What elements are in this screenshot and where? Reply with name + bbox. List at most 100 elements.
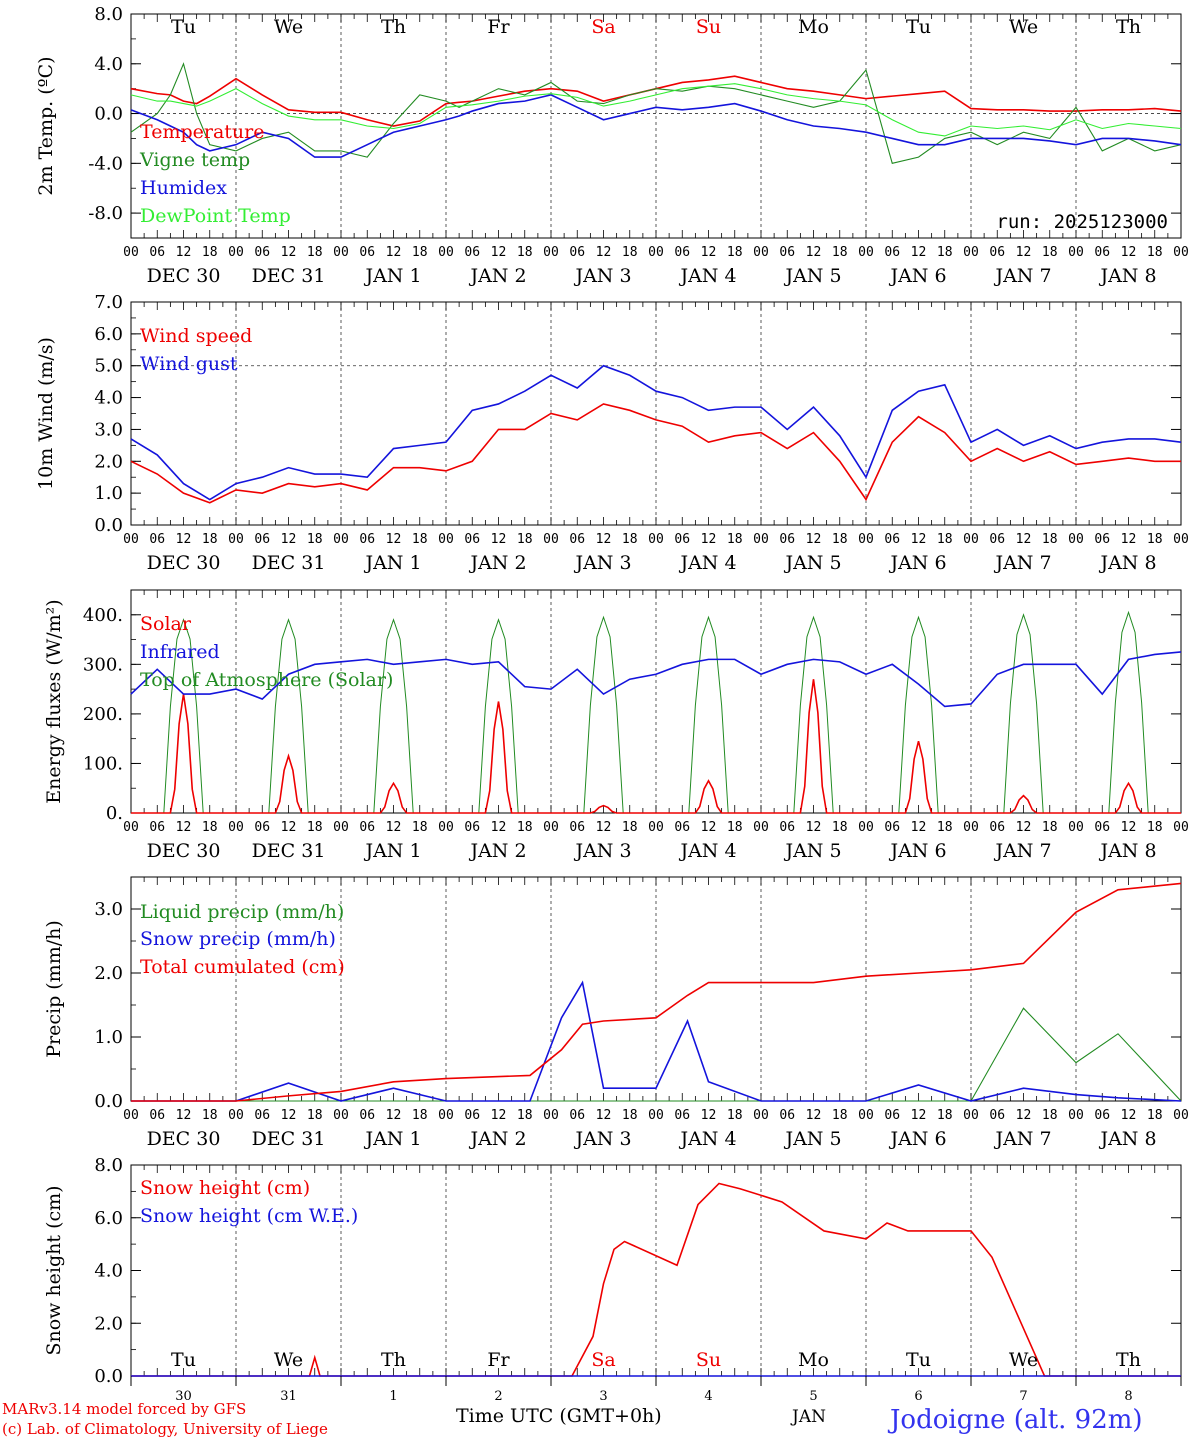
solar-day bbox=[446, 701, 551, 814]
y-tick-label: 0.0 bbox=[94, 1091, 123, 1112]
hour-label: 18 bbox=[202, 1108, 218, 1123]
y-tick-label: 6.0 bbox=[94, 324, 123, 345]
hour-label: 00 bbox=[123, 820, 139, 835]
hour-label: 12 bbox=[596, 245, 612, 260]
hour-label: 18 bbox=[727, 532, 743, 547]
hour-label: 12 bbox=[596, 532, 612, 547]
hour-label: 12 bbox=[176, 820, 192, 835]
panel-precip: 3.0 2.0 1.0 0.0 Precip (mm/h) 00 06 12 18 00 06 12 1… bbox=[43, 876, 1189, 1150]
hour-label: 12 bbox=[1016, 1108, 1032, 1123]
toa-solar-day bbox=[971, 613, 1076, 814]
station-name: Jodoigne (alt. 92m) bbox=[887, 1405, 1143, 1435]
hour-label: 06 bbox=[464, 245, 480, 260]
hour-label: 12 bbox=[806, 1108, 822, 1123]
y-tick-label: 0. bbox=[106, 803, 123, 824]
toa-solar-day bbox=[866, 615, 971, 814]
hour-label: 18 bbox=[1042, 532, 1058, 547]
y-axis-label: 10m Wind (m/s) bbox=[35, 337, 57, 490]
weekday-label: Mo bbox=[798, 1349, 829, 1371]
hour-label: 06 bbox=[989, 820, 1005, 835]
hour-label: 06 bbox=[569, 245, 585, 260]
date-label: DEC 31 bbox=[252, 265, 326, 287]
hour-label: 06 bbox=[359, 820, 375, 835]
y-tick-label: 300. bbox=[83, 654, 123, 675]
hour-label: 06 bbox=[254, 820, 270, 835]
bottom-day-number: 6 bbox=[914, 1389, 922, 1404]
hour-label: 00 bbox=[1068, 820, 1084, 835]
hour-label: 18 bbox=[517, 245, 533, 260]
hour-label: 18 bbox=[937, 245, 953, 260]
hour-label: 00 bbox=[858, 1108, 874, 1123]
series-total-cumulated-cm- bbox=[131, 882, 1182, 1102]
y-tick-label: 6.0 bbox=[94, 1208, 123, 1229]
hour-label: 18 bbox=[727, 1108, 743, 1123]
hour-label: 12 bbox=[1121, 1108, 1137, 1123]
hour-label: 06 bbox=[884, 820, 900, 835]
hour-label: 06 bbox=[779, 820, 795, 835]
series-snow-precip-mm-h- bbox=[131, 980, 1182, 1102]
hour-label: 18 bbox=[307, 532, 323, 547]
hour-label: 18 bbox=[832, 532, 848, 547]
weekday-label: Tu bbox=[171, 1349, 196, 1371]
solar-day bbox=[866, 740, 971, 814]
hour-label: 00 bbox=[963, 1108, 979, 1123]
y-axis-label: Energy fluxes (W/m²) bbox=[43, 599, 65, 803]
hour-label: 06 bbox=[464, 532, 480, 547]
hour-label: 18 bbox=[412, 820, 428, 835]
hour-label: 18 bbox=[832, 820, 848, 835]
hour-label: 00 bbox=[1173, 245, 1189, 260]
hour-label: 18 bbox=[202, 532, 218, 547]
y-tick-label: 400. bbox=[83, 605, 123, 626]
hour-label: 18 bbox=[622, 245, 638, 260]
hour-label: 06 bbox=[464, 1108, 480, 1123]
series-wind-speed bbox=[130, 403, 1181, 504]
hour-label: 12 bbox=[911, 1108, 927, 1123]
y-axis-label: Precip (mm/h) bbox=[43, 920, 65, 1058]
hour-label: 00 bbox=[753, 245, 769, 260]
solar-day bbox=[656, 779, 761, 814]
hour-label: 06 bbox=[674, 245, 690, 260]
hour-label: 00 bbox=[228, 820, 244, 835]
panel-wind: 7.0 6.0 5.0 4.0 3.0 2.0 1.0 0.0 10m Wind (m/s) 00… bbox=[35, 292, 1189, 574]
toa-solar-day bbox=[656, 615, 761, 814]
hour-label: 12 bbox=[1016, 532, 1032, 547]
hour-label: 18 bbox=[1042, 245, 1058, 260]
panel-temp: 8.0 4.0 0.0 -4.0 -8.0 2m Temp. (ºC) 00 06 12 18 00… bbox=[35, 4, 1189, 287]
hour-label: 12 bbox=[1121, 245, 1137, 260]
date-label: JAN 8 bbox=[1098, 1128, 1156, 1150]
date-label: JAN 2 bbox=[468, 552, 526, 574]
bottom-day-number: 5 bbox=[809, 1389, 817, 1404]
y-tick-label: 8.0 bbox=[94, 1155, 123, 1176]
date-label: JAN 6 bbox=[888, 840, 946, 862]
weekday-label: Su bbox=[696, 1349, 721, 1371]
solar-day bbox=[236, 753, 341, 814]
date-label: JAN 4 bbox=[678, 265, 736, 287]
hour-label: 12 bbox=[911, 245, 927, 260]
hour-label: 18 bbox=[937, 1108, 953, 1123]
solar-day bbox=[1076, 781, 1181, 814]
hour-label: 18 bbox=[1147, 245, 1163, 260]
hour-label: 12 bbox=[701, 1108, 717, 1123]
legend-infrared: Infrared bbox=[140, 641, 220, 663]
y-tick-label: 5.0 bbox=[94, 356, 123, 377]
hour-label: 12 bbox=[806, 532, 822, 547]
weekday-label: We bbox=[274, 16, 303, 38]
hour-label: 18 bbox=[727, 245, 743, 260]
date-label: JAN 7 bbox=[993, 265, 1051, 287]
hour-label: 06 bbox=[149, 1108, 165, 1123]
hour-label: 12 bbox=[176, 1108, 192, 1123]
hour-label: 12 bbox=[386, 1108, 402, 1123]
weekday-label: Th bbox=[1116, 1349, 1141, 1371]
hour-label: 12 bbox=[1121, 532, 1137, 547]
weekday-label: Mo bbox=[798, 16, 829, 38]
hour-label: 00 bbox=[228, 1108, 244, 1123]
date-label: DEC 30 bbox=[147, 265, 221, 287]
date-label: DEC 31 bbox=[252, 1128, 326, 1150]
bottom-day-number: 2 bbox=[494, 1389, 502, 1404]
hour-label: 00 bbox=[123, 245, 139, 260]
hour-label: 12 bbox=[281, 820, 297, 835]
legend-top-of-atmosphere-solar-: Top of Atmosphere (Solar) bbox=[140, 669, 393, 691]
series-dewpoint-temp bbox=[130, 83, 1182, 137]
hour-label: 18 bbox=[412, 532, 428, 547]
date-label: JAN 4 bbox=[678, 552, 736, 574]
